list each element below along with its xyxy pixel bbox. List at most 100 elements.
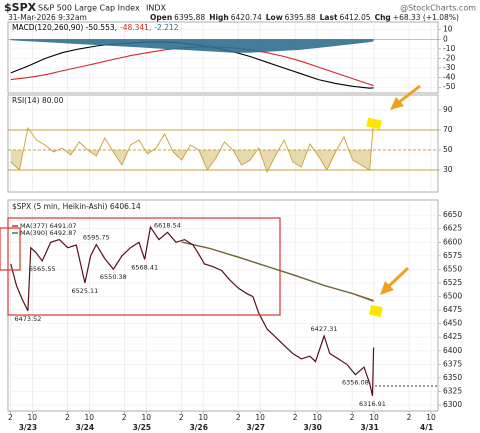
y-tick-label: 70 xyxy=(443,125,453,134)
value-label: 6473.52 xyxy=(14,315,41,323)
y-tick-label: 6300 xyxy=(443,400,462,409)
legend: $SPX (5 min, Heikin-Ashi) 6406.14 xyxy=(12,202,141,211)
x-tick-label: 10 xyxy=(255,413,265,422)
quote-label: Open xyxy=(150,13,172,22)
x-tick-label: 2 xyxy=(293,413,298,422)
price-line xyxy=(10,225,375,397)
value-label: 6550.38 xyxy=(100,273,127,281)
quote-label: Low xyxy=(266,13,283,22)
y-tick-label: 6325 xyxy=(443,386,462,395)
x-tick-label: 10 xyxy=(141,413,151,422)
quote-value: +68.33 (+1.08%) xyxy=(393,13,459,22)
x-tick-label: 10 xyxy=(312,413,322,422)
y-tick-label: 6650 xyxy=(443,210,462,219)
x-tick-label: 2 xyxy=(407,413,412,422)
quote-value: 6420.74 xyxy=(231,13,262,22)
x-tick-label: 10 xyxy=(426,413,436,422)
date-label: 3/24 xyxy=(76,423,94,432)
y-tick-label: -30 xyxy=(443,63,455,72)
date-label: 3/23 xyxy=(19,423,37,432)
symbol: $SPX xyxy=(4,1,37,14)
x-tick-label: 10 xyxy=(28,413,38,422)
quote-label: Chg xyxy=(375,13,391,22)
legend-entry: MA(377) 6491.07 xyxy=(20,222,76,230)
x-tick-label: 2 xyxy=(179,413,184,422)
legend-entry: -48.341, xyxy=(120,23,151,32)
y-tick-label: 50 xyxy=(443,145,453,154)
x-tick-label: 2 xyxy=(236,413,241,422)
x-tick-label: 2 xyxy=(122,413,127,422)
date: 31-Mar-2026 9:32am xyxy=(8,13,87,22)
legend-entry: -2.212 xyxy=(154,23,178,32)
x-tick-label: 10 xyxy=(84,413,94,422)
y-tick-label: 6600 xyxy=(443,237,462,246)
value-label: 6316.91 xyxy=(359,400,386,408)
date-label: 3/30 xyxy=(303,423,321,432)
moving-average xyxy=(181,241,374,301)
histogram-area xyxy=(10,39,374,53)
x-tick-label: 2 xyxy=(350,413,355,422)
legend-entry: MA(390) 6492.87 xyxy=(20,229,76,237)
quote-value: 6412.05 xyxy=(340,13,371,22)
x-tick-label: 10 xyxy=(198,413,208,422)
y-tick-label: 90 xyxy=(443,105,453,114)
exchange: INDX xyxy=(146,4,167,13)
value-label: 6595.75 xyxy=(83,234,110,242)
y-tick-label: -50 xyxy=(443,82,455,91)
source: @StockCharts.com xyxy=(400,4,476,13)
x-tick-label: 2 xyxy=(8,413,13,422)
date-label: 4/1 xyxy=(420,423,433,432)
value-label: 6565.55 xyxy=(29,265,56,273)
rsi-line xyxy=(10,119,375,174)
macd-frame xyxy=(7,21,439,94)
y-tick-label: 30 xyxy=(443,165,453,174)
quote: Open 6395.88 High 6420.74 Low 6395.88 Last 6412… xyxy=(150,13,459,22)
y-tick-label: 6500 xyxy=(443,292,462,301)
legend-entry: MACD(120,260,90) -50.553, xyxy=(12,23,117,32)
value-label: 6618.54 xyxy=(154,221,181,229)
index-name: S&P 500 Large Cap Index xyxy=(38,4,140,13)
x-tick-label: 2 xyxy=(65,413,70,422)
date-label: 3/26 xyxy=(190,423,208,432)
value-label: 6427.31 xyxy=(311,325,338,333)
quote-value: 6395.88 xyxy=(174,13,205,22)
y-tick-label: 6550 xyxy=(443,264,462,273)
y-tick-label: 6425 xyxy=(443,332,462,341)
value-label: 6568.41 xyxy=(131,263,158,271)
legend: RSI(14) 80.00 xyxy=(12,96,64,105)
arrow xyxy=(390,84,421,110)
highlight-box xyxy=(7,217,281,316)
x-tick-label: 10 xyxy=(369,413,379,422)
arrow xyxy=(380,266,410,295)
y-tick-label: 6525 xyxy=(443,278,462,287)
y-tick-label: 6625 xyxy=(443,224,462,233)
date-label: 3/31 xyxy=(360,423,378,432)
marker xyxy=(366,117,382,130)
y-tick-label: -40 xyxy=(443,73,455,82)
y-tick-label: -10 xyxy=(443,44,455,53)
y-tick-label: 6475 xyxy=(443,305,462,314)
y-tick-label: 6450 xyxy=(443,319,462,328)
quote-label: High xyxy=(209,13,229,22)
highlight-box xyxy=(0,227,21,271)
y-tick-label: 6400 xyxy=(443,346,462,355)
rsi-frame xyxy=(7,94,439,193)
date-label: 3/27 xyxy=(247,423,265,432)
value-label: 6356.08 xyxy=(342,379,369,387)
legend: MACD(120,260,90) -50.553, -48.341, -2.212 xyxy=(12,23,179,32)
marker xyxy=(369,304,383,318)
date-label: 3/25 xyxy=(133,423,151,432)
y-tick-label: 6375 xyxy=(443,359,462,368)
y-tick-label: 0 xyxy=(443,34,448,43)
rsi-fill xyxy=(10,150,374,172)
quote-label: Last xyxy=(320,13,338,22)
y-tick-label: -20 xyxy=(443,53,455,62)
y-tick-label: 10 xyxy=(443,25,453,34)
y-tick-label: 6350 xyxy=(443,373,462,382)
quote-value: 6395.88 xyxy=(285,13,316,22)
y-tick-label: 6575 xyxy=(443,251,462,260)
value-label: 6525.11 xyxy=(71,287,98,295)
